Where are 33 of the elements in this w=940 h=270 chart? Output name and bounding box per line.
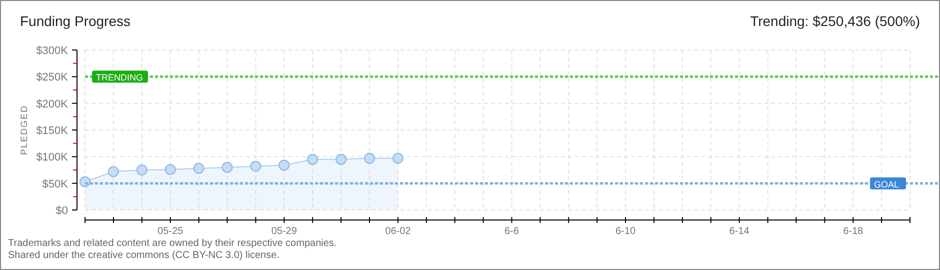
text: Trending: $250,436 (500%) <box>750 13 920 29</box>
point <box>222 162 233 173</box>
y-tick-label: $250K <box>36 72 69 84</box>
point <box>364 152 375 164</box>
point <box>164 164 176 175</box>
point <box>307 154 318 165</box>
y-tick-label: $0 <box>56 205 68 217</box>
text: Shared under the creative commons (CC BY-NC 3.0) license. <box>8 250 280 261</box>
x-tick-label: 05-25 <box>158 226 184 237</box>
point <box>108 166 119 178</box>
point <box>336 154 347 165</box>
point <box>193 162 204 174</box>
point <box>250 160 262 172</box>
ref-line-label: GOAL <box>874 179 900 190</box>
x-tick-label: 6-6 <box>504 226 520 237</box>
x-tick-label: 06-02 <box>385 226 412 237</box>
y-tick-label: $200K <box>36 98 69 110</box>
y-axis-title: PLEDGED <box>19 104 29 156</box>
y-tick-label: $300K <box>36 45 69 57</box>
chart-title: Funding Progress <box>20 13 131 29</box>
point <box>136 164 148 176</box>
x-tick-label: 05-29 <box>271 226 298 237</box>
y-tick-label: $50K <box>42 178 69 190</box>
text: Trademarks and related content are owned by their respective companies. <box>8 238 337 249</box>
y-tick-label: $150K <box>36 125 69 137</box>
point <box>392 152 404 164</box>
x-tick-label: 6-14 <box>729 226 750 237</box>
y-tick-label: $100K <box>36 152 69 164</box>
point <box>80 176 90 188</box>
point <box>278 160 290 171</box>
ref-line-label: TRENDING <box>96 72 143 83</box>
x-tick-label: 6-18 <box>843 226 864 237</box>
x-tick-label: 6-10 <box>616 226 636 237</box>
